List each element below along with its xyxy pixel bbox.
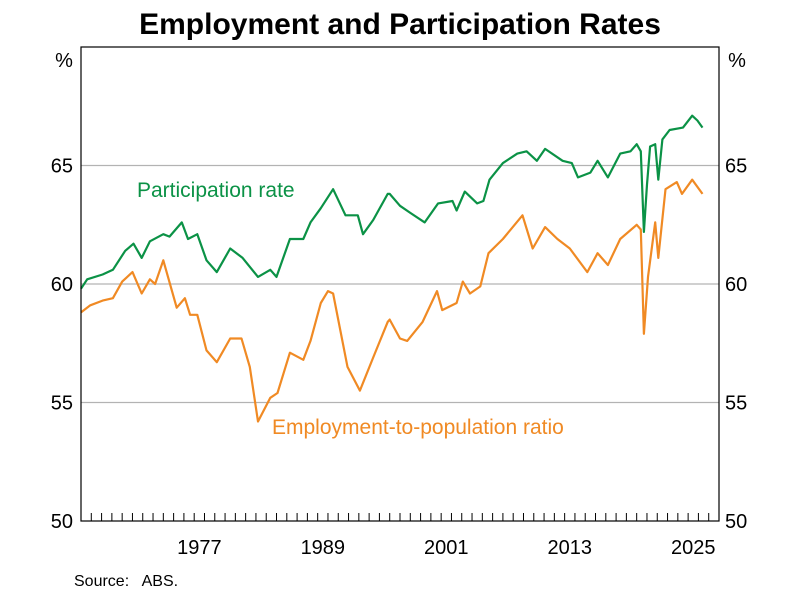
y-tick-label-left: 50	[51, 511, 73, 533]
x-tick-label: 2001	[424, 537, 469, 559]
y-tick-label-right: 60	[725, 274, 747, 296]
participation-rate-line	[80, 114, 704, 290]
x-tick-label: 2013	[548, 537, 593, 559]
series-label-employment: Employment-to-population ratio	[272, 416, 564, 439]
gridlines	[81, 164, 719, 404]
y-unit-right: %	[728, 50, 746, 72]
y-tick-labels: 50 50 55 55 60 60 65 65	[51, 156, 748, 534]
employment-ratio-line	[80, 178, 704, 423]
chart-title: Employment and Participation Rates	[139, 8, 661, 41]
y-tick-label-left: 65	[51, 156, 73, 178]
y-tick-label-left: 60	[51, 274, 73, 296]
x-tick-label: 2025	[671, 537, 716, 559]
source-note: Source: ABS.	[74, 573, 178, 590]
x-ticks: 1977 1989 2001 2013 2025	[90, 513, 716, 559]
y-tick-label-left: 55	[51, 393, 73, 415]
y-tick-label-right: 65	[725, 156, 747, 178]
series-label-participation: Participation rate	[137, 179, 295, 202]
plot-frame	[80, 46, 720, 522]
series-lines	[80, 114, 704, 423]
x-tick-label: 1977	[177, 537, 222, 559]
y-tick-label-right: 50	[725, 511, 747, 533]
y-tick-label-right: 55	[725, 393, 747, 415]
x-tick-label: 1989	[301, 537, 346, 559]
y-unit-left: %	[55, 50, 73, 72]
